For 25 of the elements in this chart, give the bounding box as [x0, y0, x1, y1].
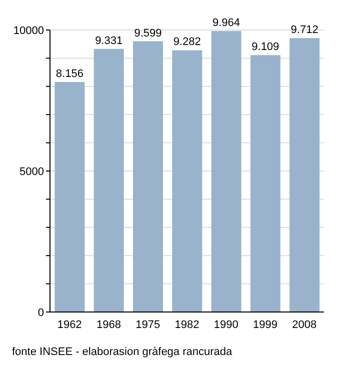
- bar: [94, 48, 124, 312]
- bar: [250, 55, 280, 312]
- bar: [172, 50, 202, 312]
- x-tick-label: 2008: [292, 318, 317, 331]
- x-tick-label: 1990: [214, 318, 238, 331]
- y-tick-label: 5000: [20, 166, 44, 178]
- x-tick-label: 1968: [96, 318, 121, 331]
- data-label: 9.599: [134, 27, 162, 40]
- data-label: 9.282: [173, 36, 201, 48]
- data-label: 9.109: [252, 41, 280, 54]
- x-tick-label: 1975: [136, 318, 160, 331]
- data-label: 9.964: [212, 17, 240, 30]
- x-tick-label: 1982: [174, 318, 200, 331]
- data-label: 9.712: [290, 24, 318, 36]
- x-tick-label: 1999: [253, 318, 278, 331]
- bar: [132, 41, 163, 312]
- y-tick-label: 10000: [13, 24, 44, 37]
- bar: [211, 31, 242, 312]
- x-tick-label: 1962: [57, 318, 82, 331]
- y-tick-label: 0: [38, 306, 44, 319]
- bar: [54, 82, 85, 312]
- source-note: fonte INSEE - elaborasion gràfega rancurada: [12, 346, 234, 358]
- data-label: 9.331: [95, 34, 123, 47]
- bar: [290, 38, 320, 312]
- data-label: 8.156: [56, 68, 84, 80]
